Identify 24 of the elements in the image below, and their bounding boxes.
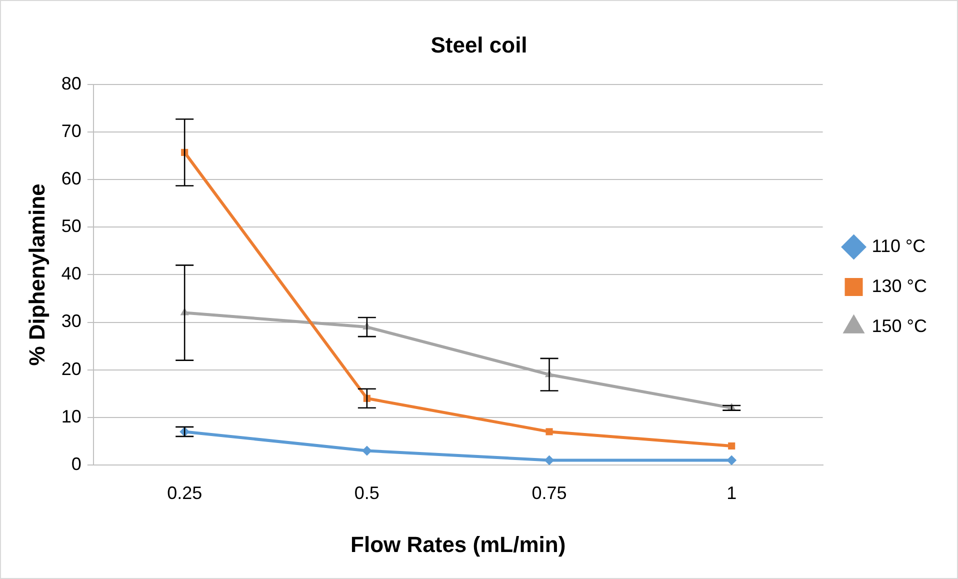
legend-label: 110 °C xyxy=(872,236,926,256)
y-tick-label: 10 xyxy=(61,406,82,426)
x-axis-title: Flow Rates (mL/min) xyxy=(350,532,566,557)
y-axis-title: % Diphenylamine xyxy=(24,184,50,366)
point xyxy=(544,455,554,465)
x-tick-label: 1 xyxy=(726,482,737,503)
y-tick-label: 20 xyxy=(61,358,82,379)
y-tick-label: 50 xyxy=(61,216,82,236)
point xyxy=(728,442,736,450)
y-tick-label: 30 xyxy=(61,311,82,332)
point xyxy=(362,446,372,456)
y-tick-label: 80 xyxy=(61,73,82,94)
legend-label: 150 °C xyxy=(872,316,928,336)
y-tick-label: 0 xyxy=(71,454,82,474)
point xyxy=(726,455,737,465)
x-tick-label: 0.5 xyxy=(354,482,380,503)
x-tick-label: 0.75 xyxy=(532,482,567,503)
point xyxy=(546,428,553,436)
y-tick-label: 40 xyxy=(61,264,82,284)
legend-label: 130 °C xyxy=(872,276,928,296)
y-tick-label: 70 xyxy=(61,120,82,141)
x-tick-label: 0.25 xyxy=(167,482,202,503)
chart-title: Steel coil xyxy=(430,32,528,58)
y-tick-label: 60 xyxy=(61,168,82,189)
